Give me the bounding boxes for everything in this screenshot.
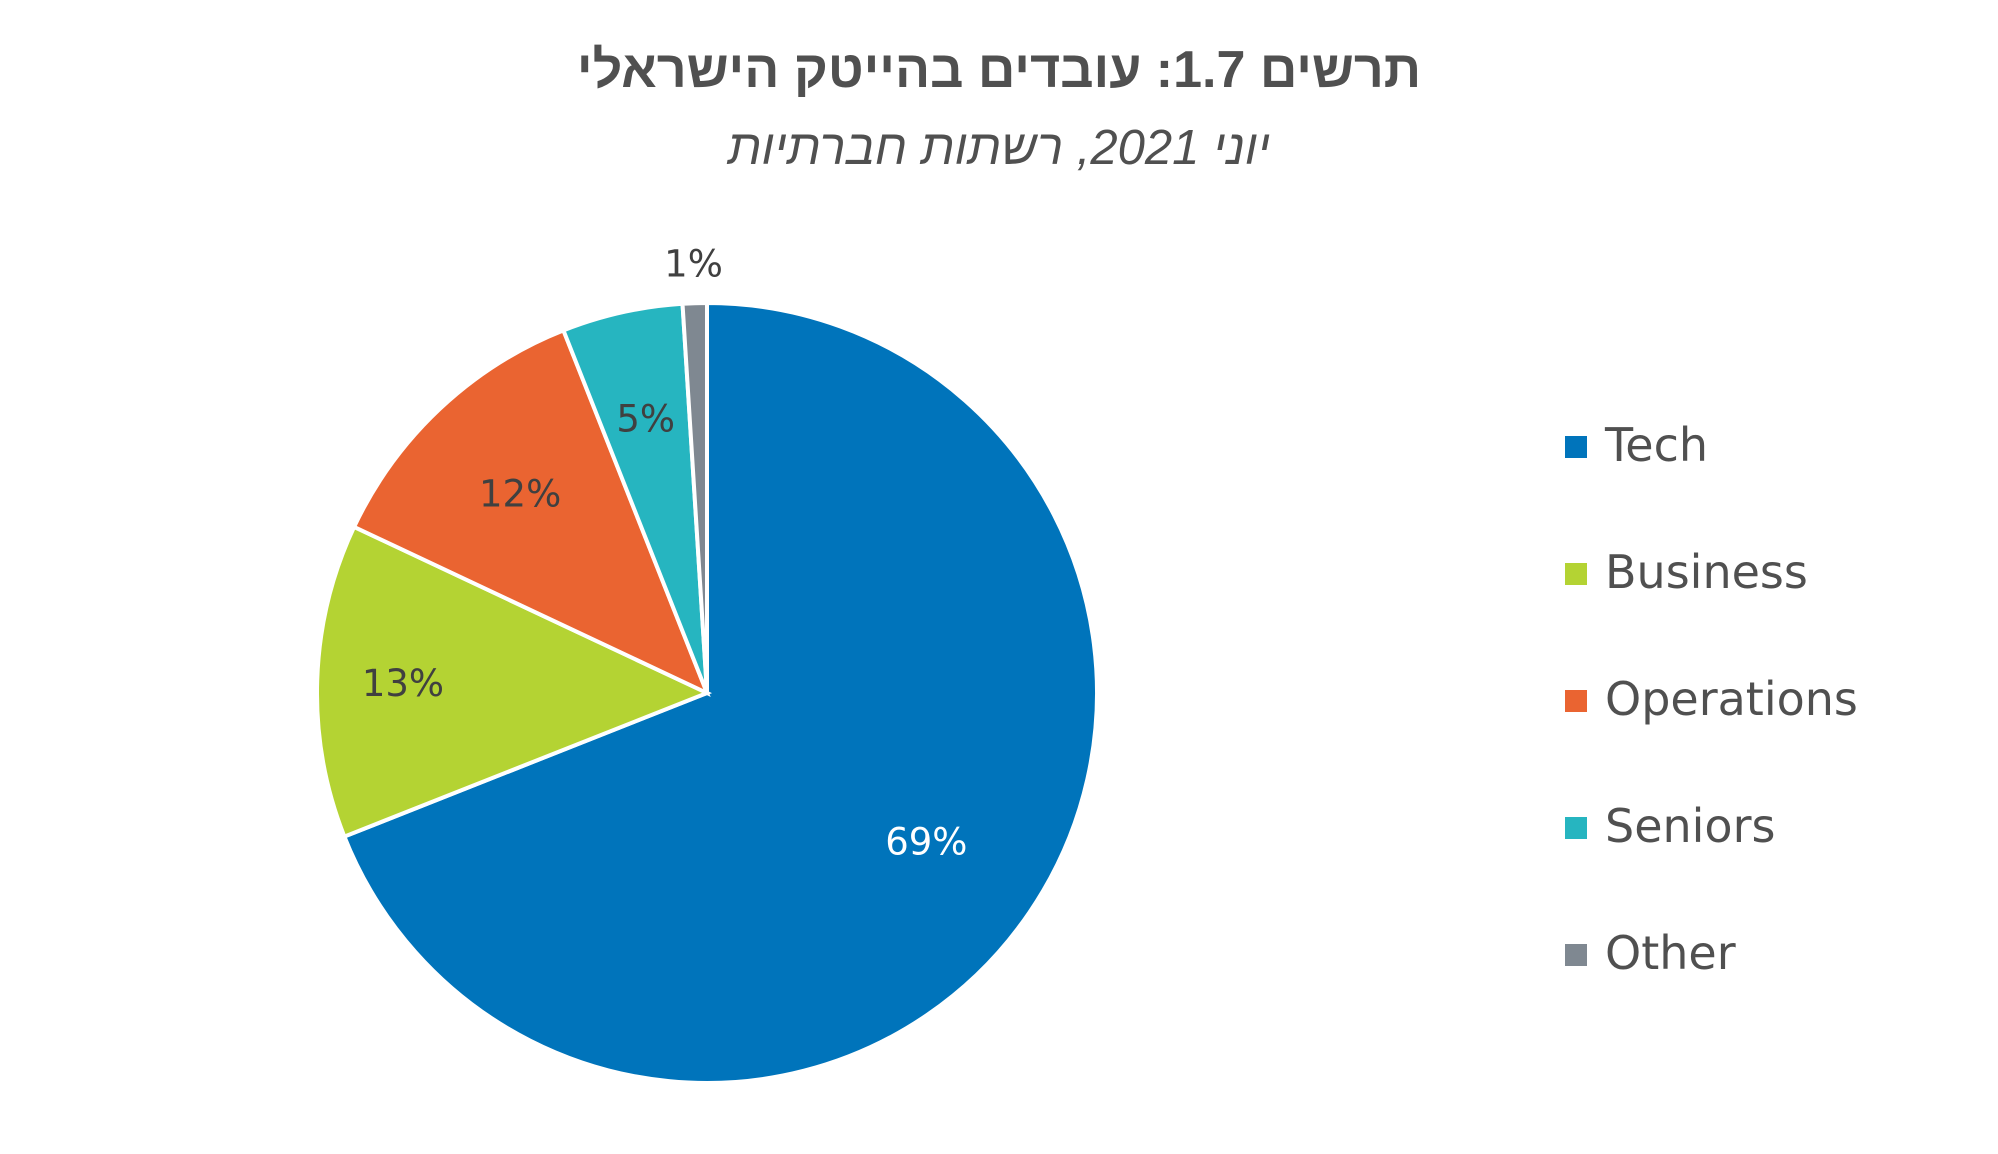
slice-label-business: 13%	[362, 662, 444, 705]
legend-swatch	[1565, 690, 1587, 712]
pie-slice-other	[680, 300, 709, 694]
slice-label-other: 1%	[664, 243, 723, 286]
legend-swatch	[1565, 563, 1587, 585]
chart-title: תרשים 1.7: עובדים בהייטק הישראלי	[576, 41, 1422, 99]
pie-slice-business	[315, 524, 713, 840]
slice-label-seniors: 5%	[616, 397, 675, 440]
slice-label-tech: 69%	[885, 821, 967, 864]
legend-label: Other	[1605, 926, 1736, 980]
pie-slice-labels: 69% 13% 12% 5% 1%	[362, 243, 968, 864]
legend-label: Business	[1605, 545, 1808, 599]
chart-subtitle: יוני 2021, רשתות חברתיות	[727, 121, 1271, 175]
legend-swatch	[1565, 436, 1587, 458]
slice-label-operations: 12%	[479, 472, 561, 515]
legend-label: Seniors	[1605, 799, 1776, 853]
pie-slices	[315, 300, 1099, 1085]
legend-label: Operations	[1605, 672, 1858, 726]
legend-swatch	[1565, 817, 1587, 839]
legend-label: Tech	[1605, 418, 1709, 472]
legend-swatch	[1565, 944, 1587, 966]
pie-slice-operations	[351, 327, 711, 697]
pie-slice-tech	[341, 300, 1099, 1085]
